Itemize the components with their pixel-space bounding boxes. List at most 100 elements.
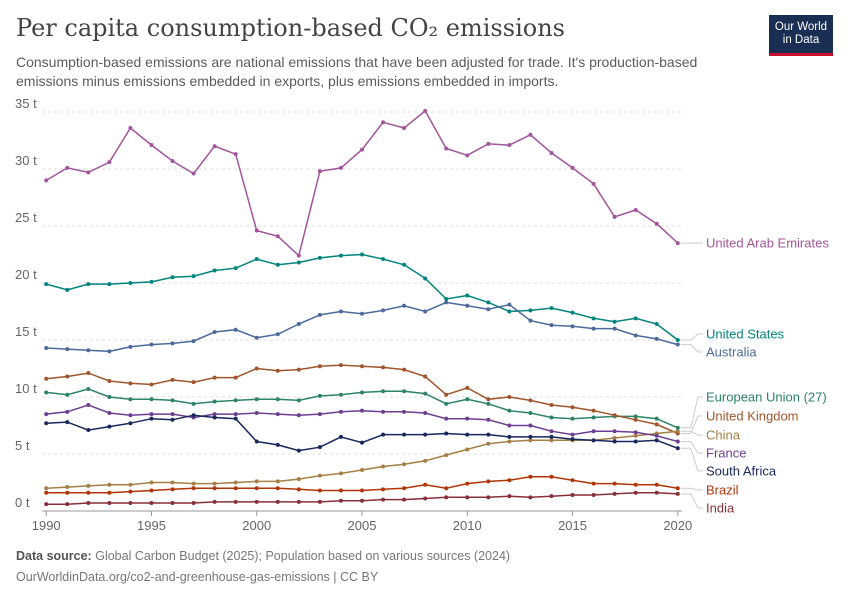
data-point-india[interactable] [44,502,49,507]
data-point-uk[interactable] [149,382,154,387]
data-point-uk[interactable] [233,375,238,380]
data-point-aus[interactable] [233,327,238,332]
data-point-brazil[interactable] [423,482,428,487]
data-point-uae[interactable] [65,165,70,170]
data-point-sa[interactable] [296,448,301,453]
data-point-france[interactable] [633,430,638,435]
data-point-france[interactable] [254,410,259,415]
data-point-brazil[interactable] [549,474,554,479]
data-point-uk[interactable] [212,375,217,380]
data-point-us[interactable] [254,257,259,262]
data-point-brazil[interactable] [633,482,638,487]
data-point-us[interactable] [675,338,680,342]
data-point-us[interactable] [654,322,659,327]
data-point-china[interactable] [507,439,512,444]
data-point-india[interactable] [107,501,112,506]
data-point-us[interactable] [44,282,49,287]
data-point-aus[interactable] [191,339,196,344]
data-point-sa[interactable] [465,432,470,437]
data-point-france[interactable] [507,423,512,428]
data-point-france[interactable] [149,412,154,417]
data-point-us[interactable] [317,255,322,260]
series-india[interactable] [44,490,680,507]
data-point-china[interactable] [486,441,491,446]
data-point-china[interactable] [381,464,386,469]
series-china[interactable] [44,429,680,491]
data-point-brazil[interactable] [465,481,470,486]
data-point-china[interactable] [402,462,407,467]
series-label-eu[interactable]: European Union (27) [706,390,827,405]
data-point-china[interactable] [612,436,617,441]
data-point-us[interactable] [86,282,91,287]
data-point-india[interactable] [654,490,659,495]
series-aus[interactable] [44,300,680,354]
data-point-aus[interactable] [296,322,301,327]
data-point-uae[interactable] [296,253,301,258]
data-point-sa[interactable] [570,437,575,442]
data-point-brazil[interactable] [360,488,364,493]
data-point-sa[interactable] [65,420,70,425]
data-point-brazil[interactable] [444,486,449,491]
data-point-china[interactable] [549,438,554,443]
data-point-us[interactable] [338,253,343,258]
data-point-sa[interactable] [107,424,112,429]
data-point-brazil[interactable] [507,478,512,483]
data-point-uk[interactable] [338,363,343,368]
data-point-sa[interactable] [507,434,512,439]
data-point-uk[interactable] [360,364,364,369]
data-point-sa[interactable] [633,439,638,444]
series-france[interactable] [44,402,680,444]
data-point-india[interactable] [191,501,196,506]
data-point-brazil[interactable] [338,488,343,493]
data-point-brazil[interactable] [381,487,386,492]
data-point-eu[interactable] [107,395,112,399]
data-point-france[interactable] [528,423,533,428]
data-point-uk[interactable] [654,422,659,427]
data-point-brazil[interactable] [233,486,238,491]
data-point-uae[interactable] [591,181,596,186]
data-point-india[interactable] [128,501,133,506]
series-label-france[interactable]: France [706,446,746,461]
data-point-uae[interactable] [233,152,238,157]
data-point-aus[interactable] [528,318,533,323]
data-point-brazil[interactable] [654,482,659,487]
data-point-india[interactable] [486,495,491,500]
data-point-aus[interactable] [44,345,49,350]
data-point-eu[interactable] [233,398,238,403]
data-point-uk[interactable] [317,364,322,369]
data-point-us[interactable] [528,308,533,313]
data-point-aus[interactable] [423,309,428,314]
data-point-uae[interactable] [149,143,154,148]
data-point-sa[interactable] [591,438,596,443]
data-point-us[interactable] [507,309,512,314]
data-point-eu[interactable] [254,397,259,402]
data-point-aus[interactable] [65,347,70,352]
data-point-france[interactable] [296,413,301,418]
data-point-china[interactable] [317,473,322,478]
data-point-france[interactable] [612,429,617,434]
data-point-france[interactable] [423,410,428,415]
data-point-france[interactable] [233,412,238,417]
data-point-aus[interactable] [465,303,470,308]
data-point-eu[interactable] [591,415,596,420]
data-point-uk[interactable] [275,368,280,373]
data-point-aus[interactable] [654,336,659,341]
data-point-india[interactable] [402,497,407,502]
series-sa[interactable] [44,413,680,453]
data-point-us[interactable] [423,276,428,281]
data-point-uk[interactable] [633,417,638,422]
data-point-china[interactable] [444,453,449,458]
data-point-china[interactable] [338,471,343,476]
data-point-brazil[interactable] [149,488,154,493]
data-point-france[interactable] [381,409,386,414]
data-point-brazil[interactable] [128,489,133,494]
data-point-uk[interactable] [254,366,259,371]
data-point-france[interactable] [444,416,449,421]
data-point-eu[interactable] [296,398,301,403]
data-point-france[interactable] [170,412,175,417]
data-point-france[interactable] [360,408,364,413]
data-point-china[interactable] [233,480,238,485]
data-point-france[interactable] [86,402,91,407]
data-point-france[interactable] [465,416,470,421]
data-point-india[interactable] [675,491,680,496]
